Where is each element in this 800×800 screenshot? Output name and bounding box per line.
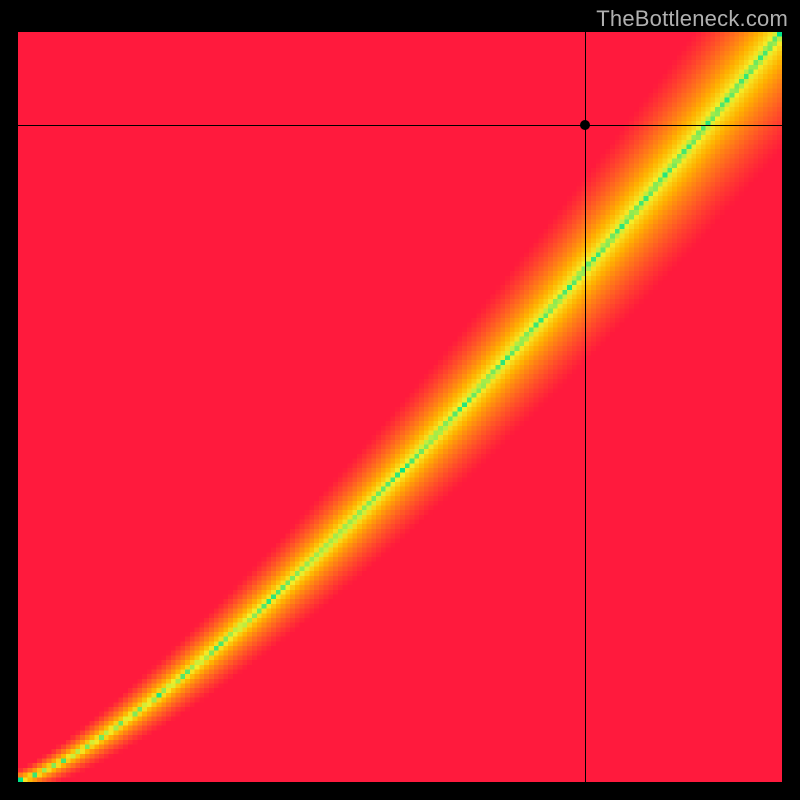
crosshair-horizontal xyxy=(18,125,782,126)
crosshair-vertical xyxy=(585,32,586,782)
crosshair-marker-dot xyxy=(580,120,590,130)
plot-area xyxy=(18,32,782,782)
watermark-text: TheBottleneck.com xyxy=(596,6,788,32)
heatmap-canvas xyxy=(18,32,782,782)
